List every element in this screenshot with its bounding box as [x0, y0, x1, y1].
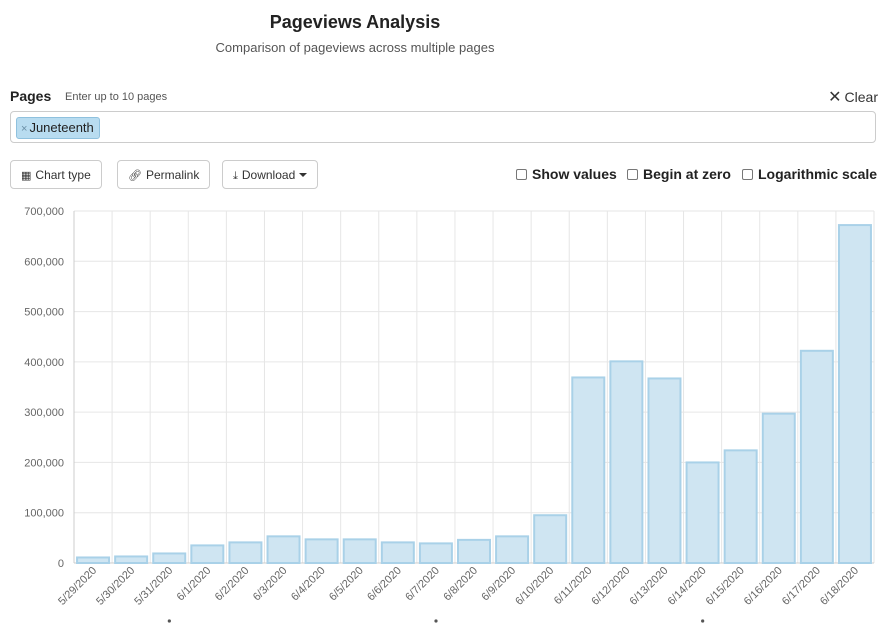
x-tick-label: 6/3/2020 — [251, 565, 290, 604]
page-title: Pageviews Analysis — [269, 12, 441, 32]
y-tick-label: 200,000 — [24, 457, 64, 469]
begin-at-zero-checkbox[interactable] — [627, 169, 638, 180]
x-tick-label: 5/29/2020 — [56, 565, 99, 608]
clear-button-label: Clear — [844, 89, 878, 105]
page-tag-label: Juneteenth — [29, 120, 94, 135]
bar — [380, 541, 415, 564]
x-tick-label: 6/11/2020 — [552, 565, 595, 608]
x-tick-label: 6/2/2020 — [213, 565, 252, 604]
bar — [266, 535, 301, 564]
permalink-button[interactable]: 🔗︎ Permalink — [117, 160, 211, 189]
bar — [685, 461, 720, 564]
bar — [457, 538, 491, 564]
link-icon: 🔗︎ — [128, 170, 142, 182]
date-marker-dot — [434, 619, 438, 623]
x-tick-label: 6/17/2020 — [780, 565, 823, 608]
bar — [190, 544, 225, 564]
download-label: Download — [241, 168, 296, 182]
bar — [799, 349, 834, 564]
chevron-down-icon — [299, 173, 308, 177]
x-tick-label: 6/1/2020 — [175, 565, 214, 604]
y-tick-label: 0 — [58, 558, 64, 570]
bar — [533, 514, 568, 565]
grid-icon: ▦ — [21, 170, 32, 182]
pages-input[interactable]: × Juneteenth — [10, 111, 876, 143]
x-tick-label: 6/7/2020 — [403, 565, 442, 604]
bar — [837, 224, 872, 565]
page-subtitle: Comparison of pageviews across multiple … — [215, 40, 495, 55]
bar — [342, 538, 377, 565]
y-tick-label: 400,000 — [24, 357, 64, 369]
date-marker-dot — [167, 619, 171, 623]
x-tick-label: 6/13/2020 — [628, 565, 671, 608]
x-tick-label: 6/4/2020 — [289, 565, 328, 604]
bar — [723, 449, 758, 564]
bar — [304, 538, 339, 565]
y-tick-label: 100,000 — [24, 508, 64, 520]
x-tick-label: 6/10/2020 — [513, 565, 556, 608]
x-tick-label: 6/14/2020 — [666, 565, 709, 608]
bar — [152, 552, 187, 564]
log-scale-label: Logarithmic scale — [758, 166, 878, 182]
x-tick-label: 6/15/2020 — [704, 565, 747, 608]
log-scale-checkbox[interactable] — [742, 169, 753, 180]
close-icon: ✕ — [828, 89, 842, 106]
x-tick-label: 6/8/2020 — [441, 565, 480, 604]
x-tick-label: 6/5/2020 — [327, 565, 366, 604]
log-scale-option[interactable]: Logarithmic scale — [742, 166, 877, 182]
clear-button[interactable]: ✕ Clear — [828, 87, 878, 107]
bar — [228, 541, 263, 564]
pages-label: Pages — [10, 88, 52, 104]
show-values-label: Show values — [532, 166, 617, 182]
date-marker-dot — [701, 619, 705, 623]
x-tick-label: 5/31/2020 — [132, 565, 175, 608]
x-tick-label: 6/18/2020 — [818, 565, 861, 608]
x-tick-label: 6/6/2020 — [365, 565, 404, 604]
begin-at-zero-label: Begin at zero — [643, 166, 731, 182]
download-icon: ⤓ — [233, 170, 238, 182]
show-values-checkbox[interactable] — [516, 169, 527, 180]
x-tick-label: 6/16/2020 — [742, 565, 785, 608]
x-tick-label: 5/30/2020 — [94, 565, 137, 608]
bar — [761, 412, 796, 564]
page-tag: × Juneteenth — [16, 117, 100, 139]
bar — [647, 377, 682, 564]
y-tick-label: 600,000 — [24, 256, 64, 268]
bar — [609, 360, 644, 564]
bar — [418, 542, 453, 565]
remove-tag-icon[interactable]: × — [21, 123, 28, 135]
bar — [571, 376, 606, 564]
bar — [114, 555, 149, 565]
x-tick-label: 6/9/2020 — [479, 565, 518, 604]
y-tick-label: 700,000 — [24, 206, 64, 218]
bar — [76, 556, 111, 564]
permalink-label: Permalink — [145, 168, 200, 182]
bar-chart: 0 100,000 200,000 300,000 400,000 500,000 600,… — [24, 206, 875, 623]
y-tick-label: 500,000 — [24, 307, 64, 319]
chart-type-button[interactable]: ▦ Chart type — [10, 160, 102, 189]
chart-type-label: Chart type — [35, 168, 91, 182]
x-tick-label: 6/12/2020 — [589, 565, 632, 608]
y-tick-label: 300,000 — [24, 407, 64, 419]
pages-hint: Enter up to 10 pages — [65, 91, 168, 103]
download-button[interactable]: ⤓ Download — [222, 160, 319, 189]
show-values-option[interactable]: Show values — [516, 166, 617, 182]
begin-at-zero-option[interactable]: Begin at zero — [627, 166, 731, 182]
bar — [495, 535, 530, 564]
